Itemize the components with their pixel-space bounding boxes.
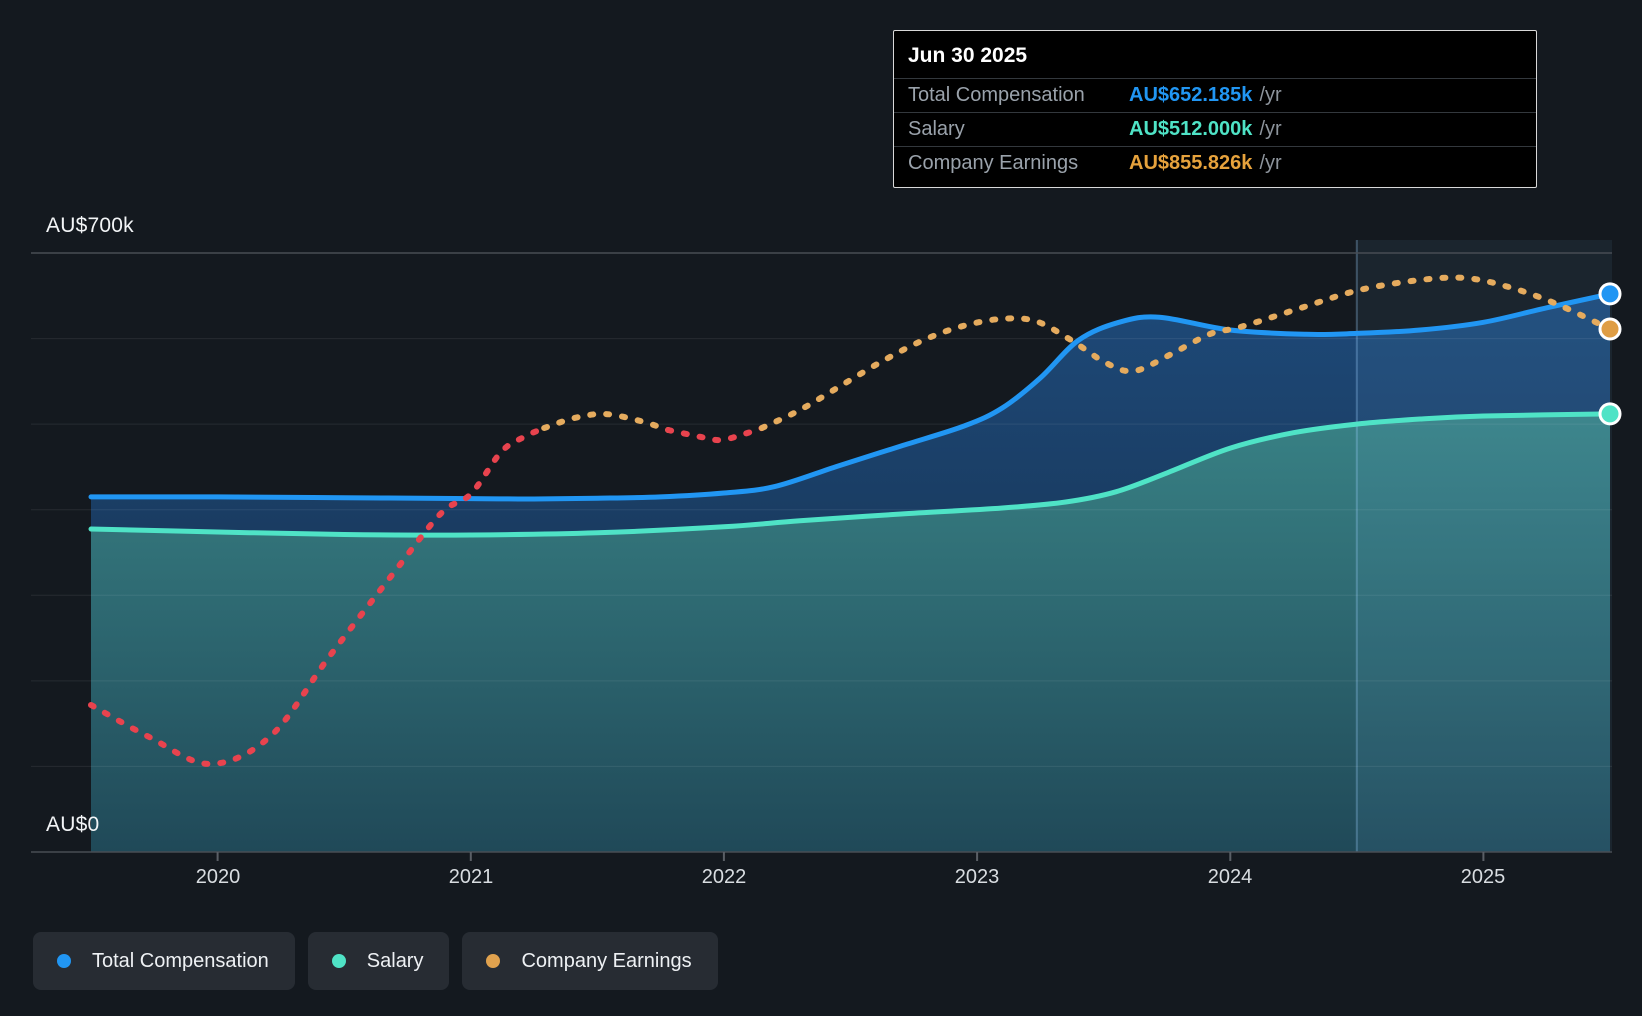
tooltip-unit: /yr bbox=[1259, 118, 1282, 140]
axis-label-year: 2025 bbox=[1460, 866, 1506, 888]
tooltip-value: AU$512.000k bbox=[1129, 118, 1253, 140]
legend-item-label: Total Compensation bbox=[92, 949, 269, 972]
legend-item-label: Salary bbox=[366, 949, 424, 972]
tooltip-row-salary: Salary AU$512.000k /yr bbox=[894, 112, 1536, 146]
tooltip-label: Salary bbox=[908, 118, 965, 140]
axis-label-y-zero: AU$0 bbox=[46, 813, 100, 836]
tooltip-label: Total Compensation bbox=[908, 84, 1085, 106]
axis-label-year: 2020 bbox=[195, 866, 241, 888]
tooltip-value: AU$855.826k bbox=[1129, 152, 1253, 174]
tooltip-value: AU$652.185k bbox=[1129, 84, 1253, 106]
axis-label-year: 2022 bbox=[701, 866, 747, 888]
legend-color-dot-icon bbox=[57, 954, 71, 968]
tooltip-date: Jun 30 2025 bbox=[908, 44, 1028, 67]
tooltip-row-total-compensation: Total Compensation AU$652.185k /yr bbox=[894, 78, 1536, 112]
legend-item-salary[interactable]: Salary bbox=[307, 932, 450, 990]
tooltip-row-company-earnings: Company Earnings AU$855.826k /yr bbox=[894, 146, 1536, 180]
tooltip-unit: /yr bbox=[1259, 84, 1282, 106]
legend-color-dot-icon bbox=[331, 954, 346, 968]
legend-color-dot-icon bbox=[486, 954, 501, 968]
axis-label-year: 2023 bbox=[954, 866, 1000, 888]
axis-label-year: 2021 bbox=[448, 866, 494, 888]
chart-legend: Total Compensation Salary Company Earnin… bbox=[33, 932, 718, 990]
legend-item-company-earnings[interactable]: Company Earnings bbox=[462, 932, 718, 990]
axis-label-y-max: AU$700k bbox=[46, 214, 134, 237]
axis-label-year: 2024 bbox=[1207, 866, 1253, 888]
tooltip-label: Company Earnings bbox=[908, 152, 1079, 174]
legend-item-total-compensation[interactable]: Total Compensation bbox=[33, 932, 295, 990]
tooltip-unit: /yr bbox=[1259, 152, 1282, 174]
legend-item-label: Company Earnings bbox=[521, 949, 692, 972]
chart-tooltip: Jun 30 2025 Total Compensation AU$652.18… bbox=[893, 30, 1537, 188]
